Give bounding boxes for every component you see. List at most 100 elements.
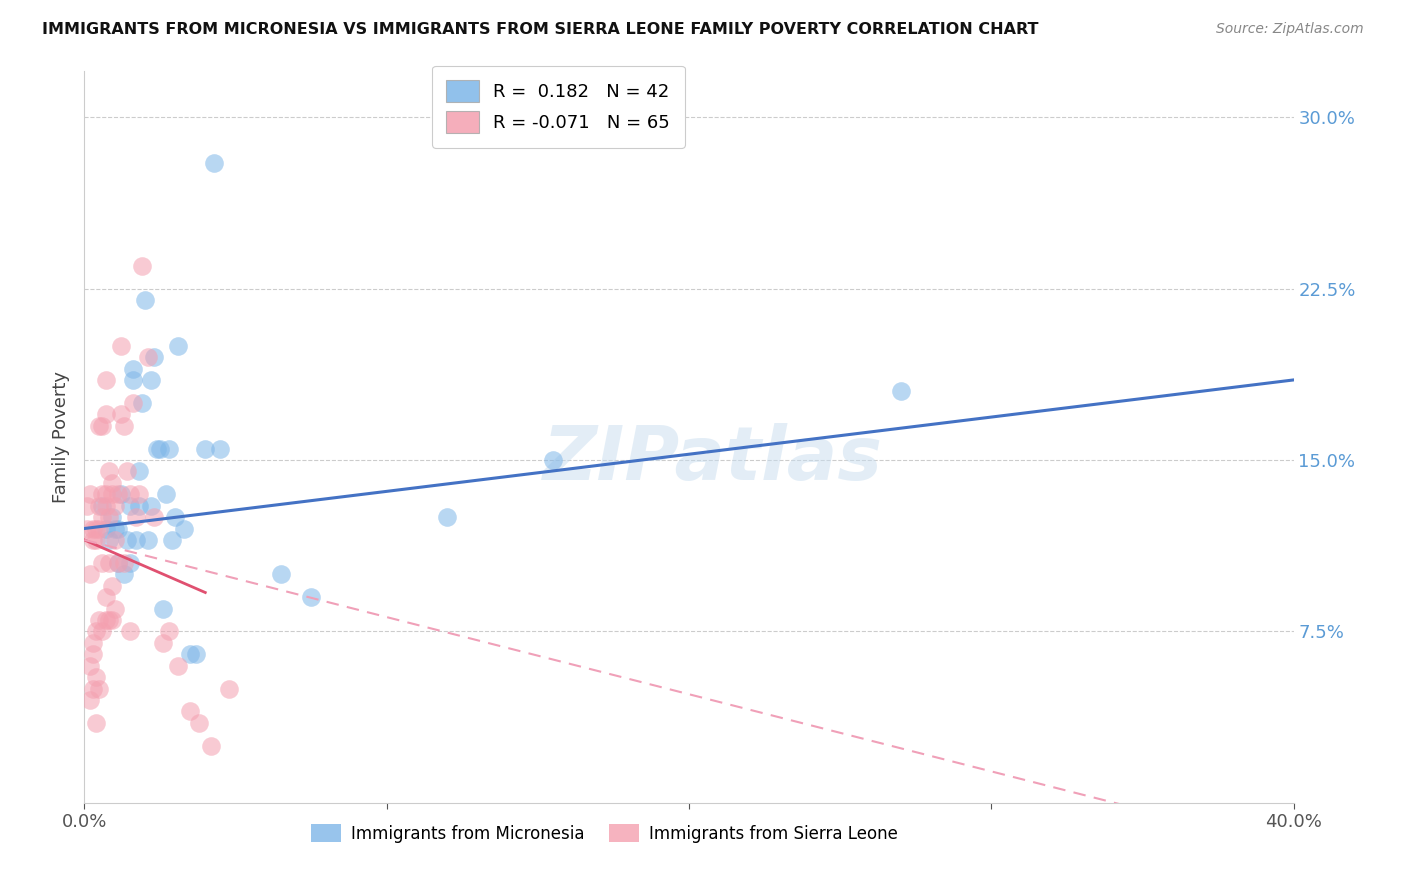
Point bbox=[118, 556, 141, 570]
Point bbox=[160, 533, 183, 547]
Point bbox=[179, 647, 201, 661]
Point bbox=[79, 658, 101, 673]
Point bbox=[91, 624, 114, 639]
Point bbox=[82, 647, 104, 661]
Point bbox=[136, 533, 159, 547]
Point bbox=[97, 533, 120, 547]
Point bbox=[110, 487, 132, 501]
Point bbox=[104, 601, 127, 615]
Point bbox=[149, 442, 172, 456]
Point bbox=[155, 487, 177, 501]
Point bbox=[121, 361, 143, 376]
Point bbox=[89, 521, 111, 535]
Point bbox=[436, 510, 458, 524]
Point bbox=[91, 556, 114, 570]
Point bbox=[100, 510, 122, 524]
Point bbox=[100, 487, 122, 501]
Point bbox=[200, 739, 222, 753]
Point bbox=[107, 556, 129, 570]
Point bbox=[128, 499, 150, 513]
Point bbox=[89, 418, 111, 433]
Point bbox=[86, 521, 108, 535]
Point bbox=[76, 521, 98, 535]
Point bbox=[91, 499, 114, 513]
Point bbox=[112, 556, 135, 570]
Point bbox=[115, 464, 138, 478]
Point bbox=[89, 681, 111, 696]
Point bbox=[79, 567, 101, 582]
Point bbox=[194, 442, 217, 456]
Point bbox=[107, 521, 129, 535]
Legend: Immigrants from Micronesia, Immigrants from Sierra Leone: Immigrants from Micronesia, Immigrants f… bbox=[304, 818, 904, 849]
Point bbox=[139, 499, 162, 513]
Point bbox=[128, 464, 150, 478]
Point bbox=[121, 373, 143, 387]
Point bbox=[104, 533, 127, 547]
Point bbox=[139, 373, 162, 387]
Point bbox=[115, 533, 138, 547]
Point bbox=[97, 613, 120, 627]
Point bbox=[94, 590, 117, 604]
Point bbox=[91, 418, 114, 433]
Point bbox=[94, 407, 117, 421]
Point bbox=[541, 453, 564, 467]
Y-axis label: Family Poverty: Family Poverty bbox=[52, 371, 70, 503]
Point bbox=[299, 590, 322, 604]
Point bbox=[82, 636, 104, 650]
Text: Source: ZipAtlas.com: Source: ZipAtlas.com bbox=[1216, 22, 1364, 37]
Point bbox=[79, 693, 101, 707]
Point bbox=[94, 613, 117, 627]
Point bbox=[100, 475, 122, 490]
Point bbox=[100, 579, 122, 593]
Point bbox=[128, 487, 150, 501]
Point bbox=[209, 442, 232, 456]
Point bbox=[179, 705, 201, 719]
Text: ZIPatlas: ZIPatlas bbox=[543, 423, 883, 496]
Point bbox=[110, 338, 132, 352]
Point bbox=[89, 613, 111, 627]
Point bbox=[125, 533, 148, 547]
Point bbox=[94, 499, 117, 513]
Point bbox=[86, 715, 108, 730]
Point bbox=[94, 373, 117, 387]
Point bbox=[165, 510, 187, 524]
Point bbox=[94, 487, 117, 501]
Point bbox=[131, 396, 153, 410]
Point bbox=[97, 464, 120, 478]
Point bbox=[91, 510, 114, 524]
Point bbox=[218, 681, 240, 696]
Point bbox=[890, 384, 912, 399]
Point bbox=[107, 487, 129, 501]
Point bbox=[173, 521, 195, 535]
Point bbox=[110, 407, 132, 421]
Point bbox=[125, 510, 148, 524]
Point bbox=[112, 567, 135, 582]
Point bbox=[82, 681, 104, 696]
Point bbox=[157, 624, 180, 639]
Point bbox=[79, 487, 101, 501]
Point bbox=[121, 396, 143, 410]
Point bbox=[118, 499, 141, 513]
Point bbox=[89, 499, 111, 513]
Point bbox=[167, 658, 190, 673]
Point bbox=[82, 533, 104, 547]
Point bbox=[142, 510, 165, 524]
Point bbox=[91, 487, 114, 501]
Point bbox=[112, 418, 135, 433]
Point bbox=[76, 499, 98, 513]
Point bbox=[131, 259, 153, 273]
Point bbox=[270, 567, 292, 582]
Point bbox=[86, 624, 108, 639]
Point bbox=[118, 624, 141, 639]
Point bbox=[134, 293, 156, 307]
Point bbox=[86, 670, 108, 684]
Point bbox=[104, 499, 127, 513]
Point bbox=[104, 521, 127, 535]
Point bbox=[97, 556, 120, 570]
Point bbox=[94, 521, 117, 535]
Point bbox=[152, 601, 174, 615]
Point bbox=[152, 636, 174, 650]
Point bbox=[82, 521, 104, 535]
Point bbox=[136, 350, 159, 364]
Point bbox=[157, 442, 180, 456]
